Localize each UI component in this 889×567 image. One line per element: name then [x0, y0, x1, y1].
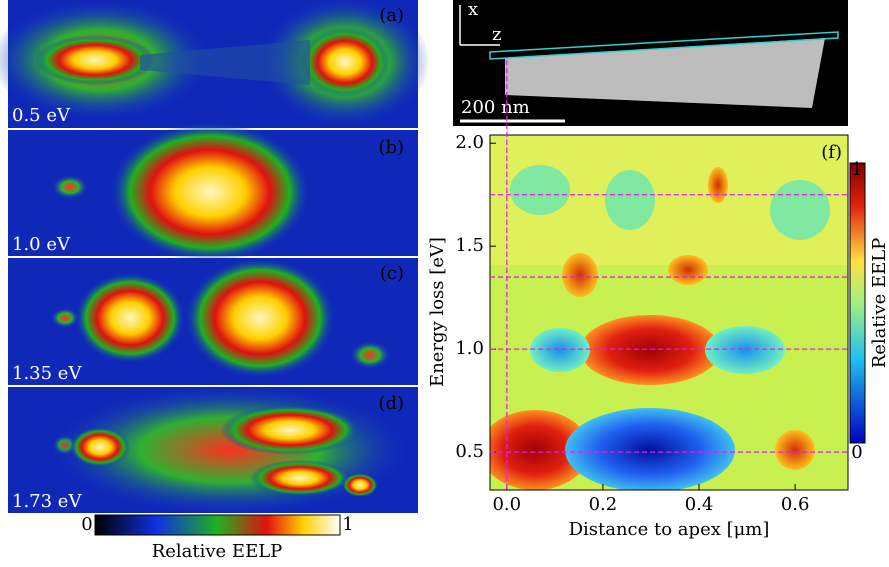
y-tick-label: 1.0 [455, 338, 484, 359]
contour-map [490, 135, 848, 490]
axis-z-label: z [492, 24, 501, 45]
panel-label: (f) [821, 142, 842, 163]
panel-d [8, 385, 418, 515]
panel-label: (a) [379, 5, 404, 26]
x-tick-label: 0.4 [685, 494, 714, 515]
plot-frame [489, 134, 849, 491]
panel-b [8, 122, 418, 262]
panel-a [0, 0, 430, 128]
colorbar-max: 1 [851, 159, 862, 180]
scale-bar-label: 200 nm [461, 97, 530, 118]
panel-label: (d) [378, 393, 404, 414]
x-tick-label: 0.2 [589, 494, 618, 515]
panel-label: (b) [378, 137, 404, 158]
colorbar-min: 0 [81, 514, 92, 535]
axis-x-label: x [468, 0, 478, 20]
energy-label: 1.73 eV [12, 491, 82, 512]
x-tick-label: 0.0 [492, 494, 521, 515]
panel-c [8, 258, 418, 385]
y-tick-label: 1.5 [455, 235, 484, 256]
colorbar-title: Relative EELP [152, 541, 283, 562]
y-axis-label: Energy loss [eV] [427, 237, 448, 387]
energy-label: 1.0 eV [12, 234, 71, 255]
panel-label: (c) [380, 263, 404, 284]
y-tick-label: 0.5 [455, 441, 484, 462]
colorbar-min: 0 [851, 442, 862, 463]
panel-e [453, 0, 848, 126]
colorbar-max: 1 [342, 514, 353, 535]
x-axis-label: Distance to apex [μm] [569, 519, 770, 540]
colorbar-title: Relative EELP [869, 238, 889, 369]
colorbar [849, 162, 866, 444]
energy-label: 1.35 eV [12, 363, 82, 384]
energy-label: 0.5 eV [12, 105, 71, 126]
panel-label: (e) [817, 6, 842, 27]
x-tick-label: 0.6 [781, 494, 810, 515]
colorbar [94, 514, 341, 536]
y-tick-label: 2.0 [455, 132, 484, 153]
